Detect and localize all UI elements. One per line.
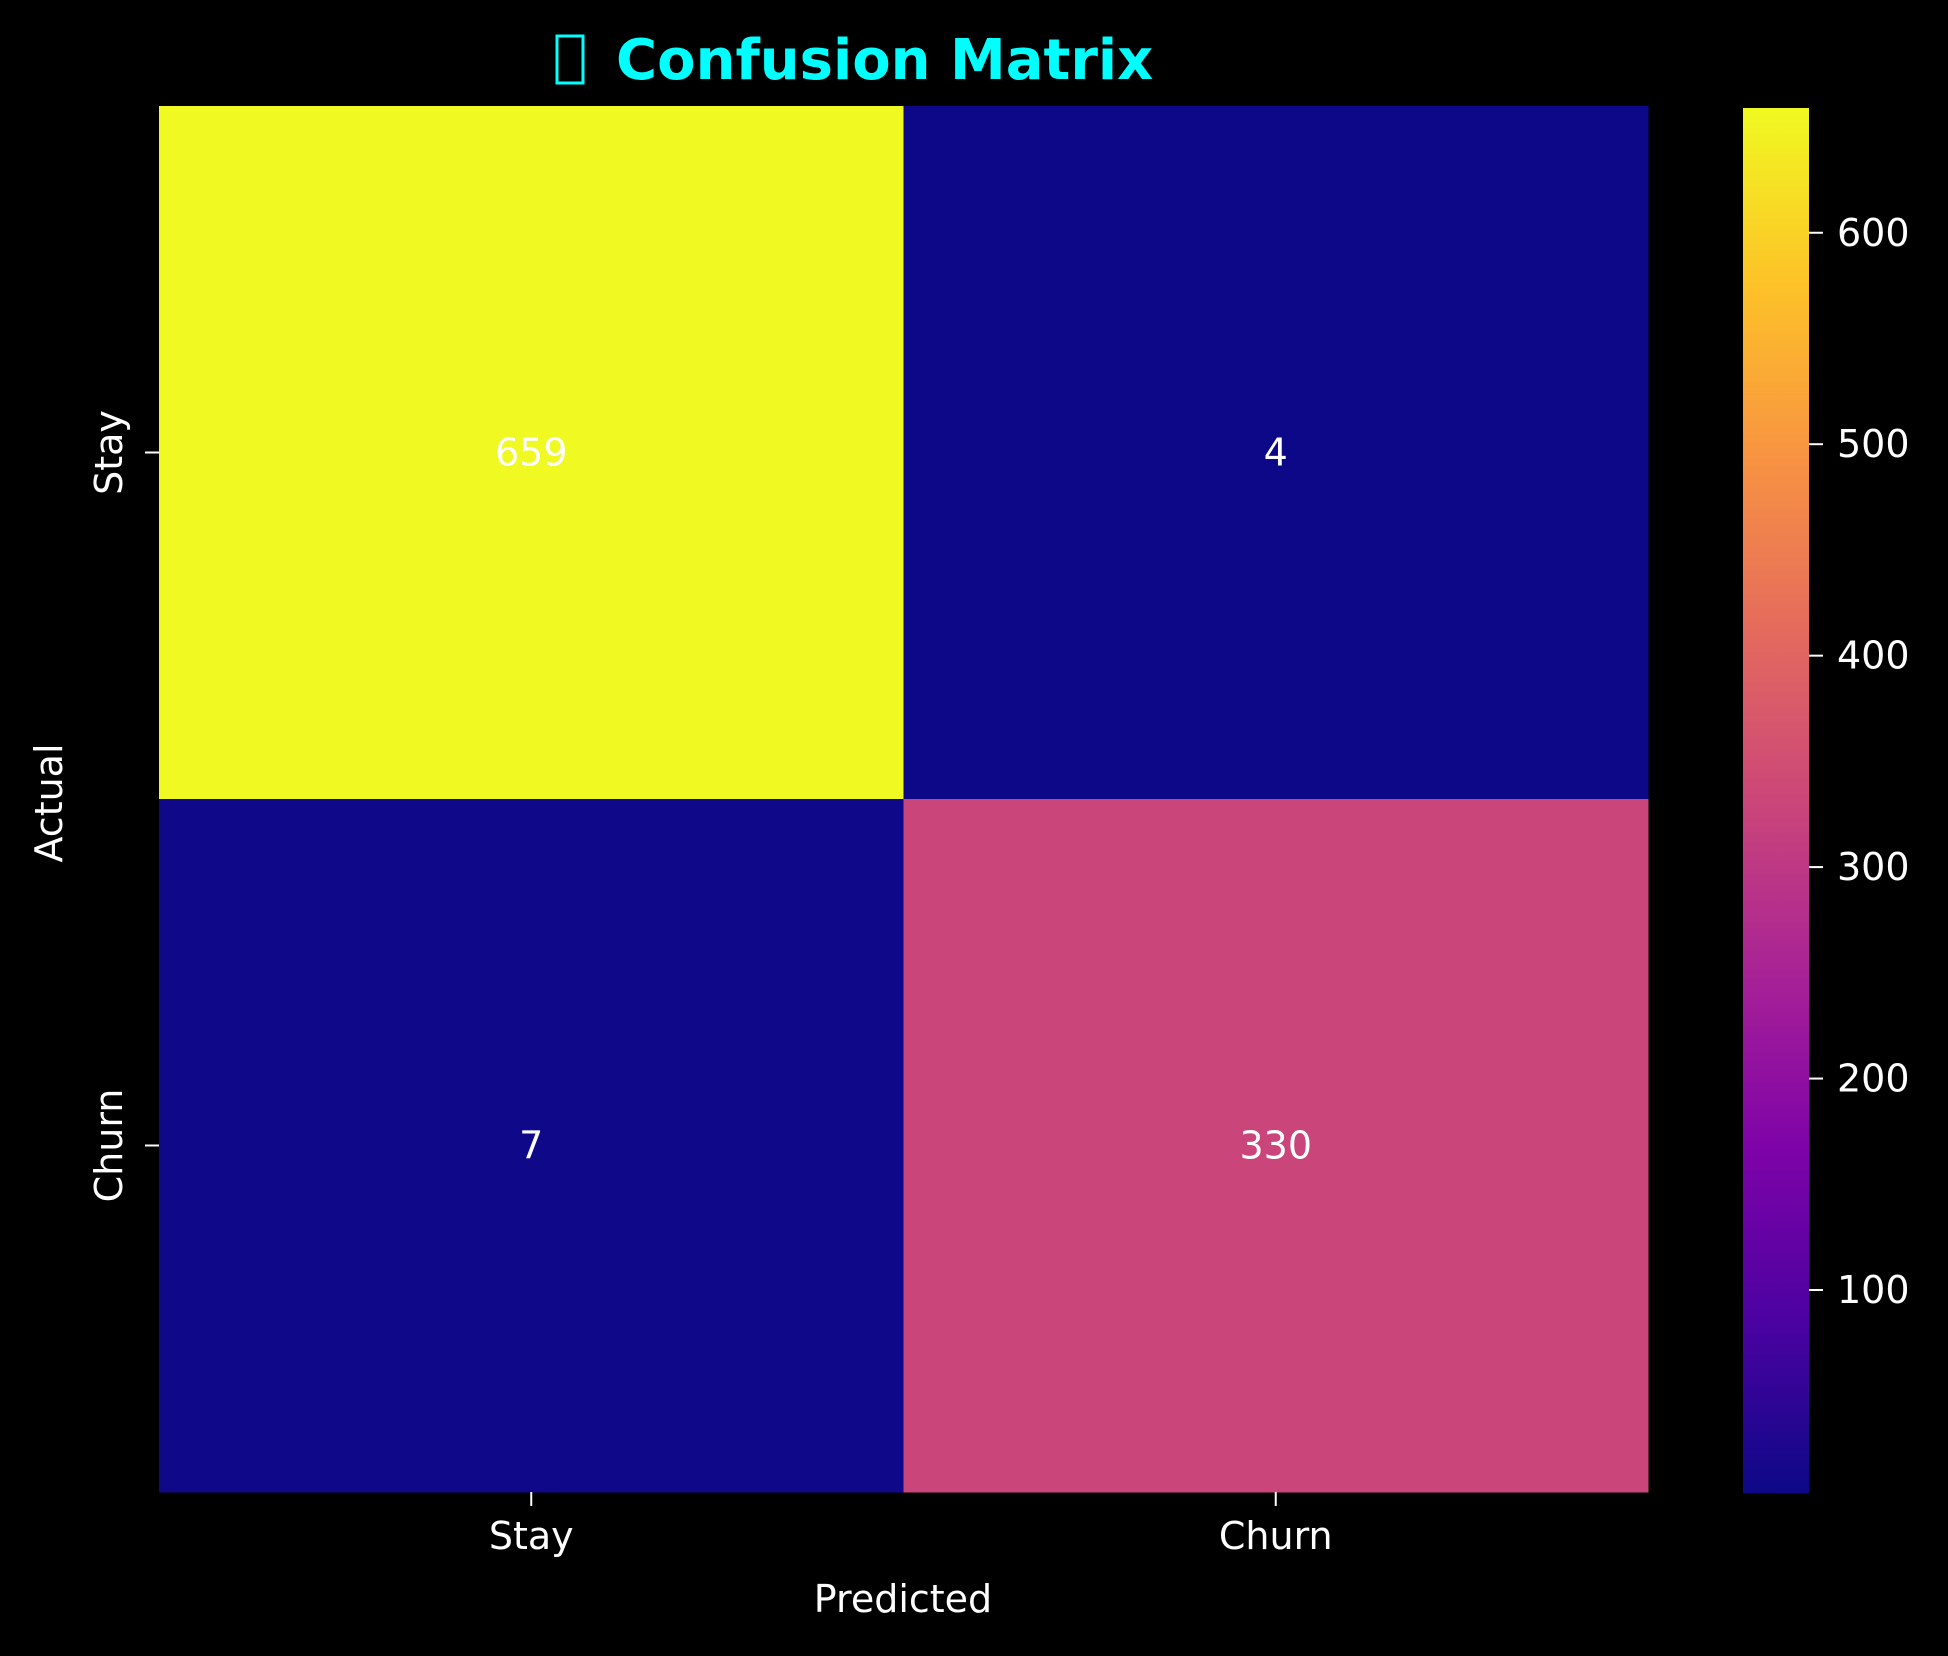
y-axis-ticks: Stay Churn bbox=[87, 410, 159, 1202]
heatmap-cell-stay-stay bbox=[159, 106, 904, 800]
x-axis-ticks: Stay Churn bbox=[489, 1492, 1333, 1558]
cell-value-label: 7 bbox=[519, 1124, 543, 1168]
colorbar-tick-label: 200 bbox=[1837, 1057, 1910, 1101]
colorbar-tick-label: 300 bbox=[1837, 845, 1910, 889]
cell-annotations: 659 4 7 330 bbox=[495, 431, 1312, 1168]
heatmap-cell-churn-churn bbox=[903, 799, 1649, 1493]
x-axis-label: Predicted bbox=[814, 1577, 992, 1621]
heatmap-cell-stay-churn bbox=[903, 106, 1649, 800]
y-axis-label: Actual bbox=[27, 743, 71, 862]
y-tick-label: Stay bbox=[87, 410, 131, 495]
heatmap-cell-churn-stay bbox=[159, 799, 904, 1493]
chart-title: Confusion Matrix bbox=[616, 28, 1153, 93]
colorbar bbox=[1743, 108, 1809, 1493]
cell-value-label: 330 bbox=[1239, 1124, 1312, 1168]
cell-value-label: 4 bbox=[1264, 431, 1288, 475]
colorbar-tick-label: 500 bbox=[1837, 422, 1910, 466]
chart-title-group: Confusion Matrix bbox=[555, 28, 1153, 93]
cell-value-label: 659 bbox=[495, 431, 568, 475]
y-tick-label: Churn bbox=[87, 1089, 131, 1203]
heatmap-cells bbox=[159, 106, 1649, 1493]
glyph-icon bbox=[555, 34, 585, 85]
colorbar-tick-label: 600 bbox=[1837, 211, 1910, 255]
x-tick-label: Churn bbox=[1219, 1514, 1333, 1558]
colorbar-tick-label: 400 bbox=[1837, 634, 1910, 678]
x-tick-label: Stay bbox=[489, 1514, 574, 1558]
colorbar-tick-label: 100 bbox=[1837, 1268, 1910, 1312]
colorbar-ticks: 100 200 300 400 500 600 bbox=[1809, 211, 1910, 1312]
